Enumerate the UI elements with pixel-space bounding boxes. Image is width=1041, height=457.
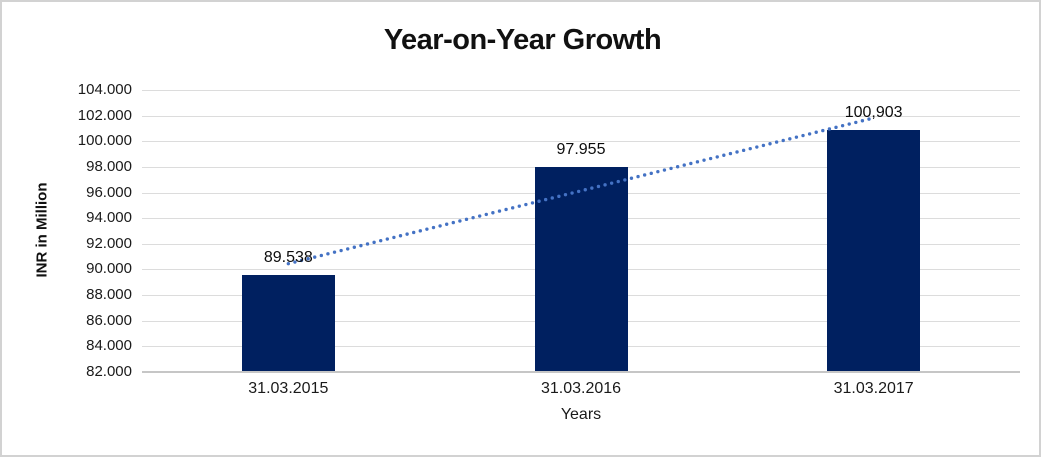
gridline — [142, 90, 1020, 91]
trendline-path — [286, 116, 876, 266]
y-tick-label: 92.000 — [86, 234, 132, 252]
gridline — [142, 141, 1020, 143]
y-tick-label: 94.000 — [86, 209, 132, 227]
bar — [827, 129, 921, 371]
bar-data-label: 97.955 — [556, 141, 606, 159]
gridline — [142, 166, 1020, 168]
bar-data-label: 89.538 — [263, 249, 313, 267]
y-tick-label: 102.000 — [77, 106, 132, 124]
plot-area — [142, 90, 1020, 373]
x-axis-line — [142, 371, 1020, 373]
trendline — [286, 116, 876, 266]
y-tick-label: 84.000 — [86, 337, 132, 355]
bar-data-label: 100,903 — [844, 103, 903, 121]
y-tick-label: 88.000 — [86, 286, 132, 304]
y-tick-label: 98.000 — [86, 157, 132, 175]
gridline — [142, 115, 1020, 117]
x-tick-label: 31.03.2017 — [833, 380, 914, 397]
x-tick-label: 31.03.2015 — [248, 380, 329, 397]
chart-title: Year-on-Year Growth — [383, 24, 662, 56]
bar — [241, 275, 335, 371]
y-tick-label: 104.000 — [77, 81, 132, 98]
y-tick-label: 90.000 — [86, 260, 132, 278]
bar — [534, 167, 628, 371]
y-tick-label: 86.000 — [86, 311, 132, 329]
x-axis-title: Years — [560, 406, 602, 423]
y-tick-label: 100.000 — [77, 132, 132, 150]
y-tick-label: 96.000 — [86, 183, 132, 201]
x-tick-label: 31.03.2016 — [540, 380, 622, 397]
y-tick-label: 82.000 — [86, 363, 132, 380]
